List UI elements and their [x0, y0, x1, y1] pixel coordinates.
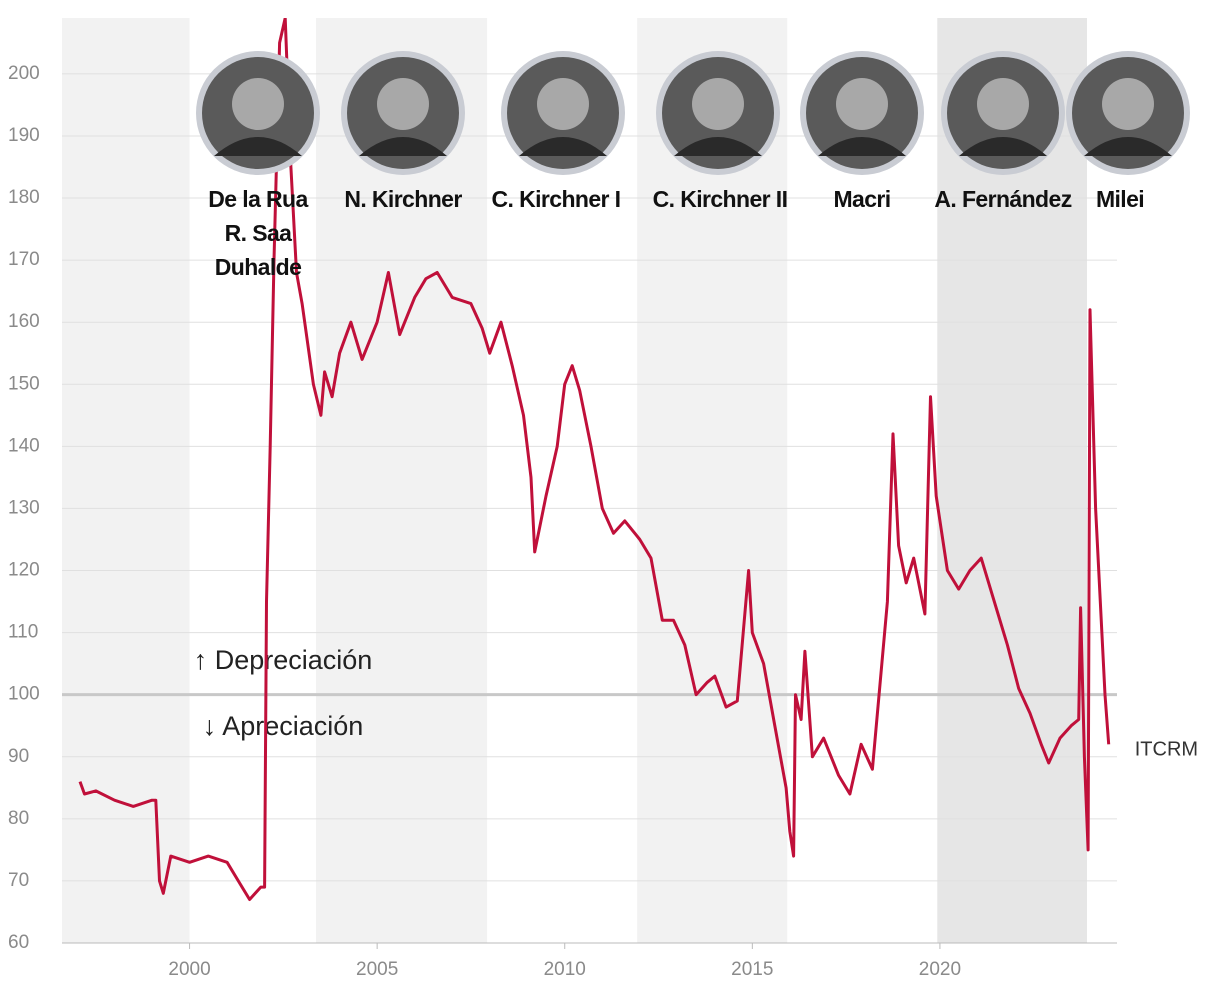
president-label: De la Rua: [208, 186, 308, 212]
portrait-face: [377, 78, 429, 130]
y-tick-label: 190: [8, 125, 40, 146]
y-tick-label: 180: [8, 187, 40, 208]
y-tick-label: 130: [8, 497, 40, 518]
portrait-face: [692, 78, 744, 130]
appreciation-label: ↓ Apreciación: [203, 711, 364, 741]
y-tick-label: 110: [8, 622, 38, 643]
x-tick-label: 2020: [919, 959, 961, 980]
president-label: Milei: [1096, 186, 1144, 212]
portrait-face: [1102, 78, 1154, 130]
y-tick-label: 80: [8, 808, 29, 829]
portrait-body: [214, 137, 302, 156]
x-tick-label: 2010: [544, 959, 586, 980]
portrait-face: [537, 78, 589, 130]
series-line: [78, 18, 1111, 901]
y-tick-label: 170: [8, 249, 40, 270]
president-label: A. Fernández: [934, 186, 1071, 212]
x-tick-label: 2000: [168, 959, 210, 980]
portrait-body: [359, 137, 447, 156]
president-label: Macri: [833, 186, 890, 212]
portrait-body: [818, 137, 906, 156]
president-label: R. Saa: [225, 220, 293, 246]
portrait-body: [519, 137, 607, 156]
depreciation-label: ↑ Depreciación: [194, 645, 373, 675]
y-tick-label: 150: [8, 373, 40, 394]
y-tick-label: 120: [8, 560, 40, 581]
portrait-body: [1084, 137, 1172, 156]
y-tick-label: 100: [8, 684, 40, 705]
president-label: C. Kirchner II: [653, 186, 788, 212]
portrait-face: [232, 78, 284, 130]
portrait-face: [977, 78, 1029, 130]
y-tick-label: 70: [8, 870, 29, 891]
president-label: N. Kirchner: [344, 186, 462, 212]
y-tick-label: 140: [8, 435, 40, 456]
president-label: C. Kirchner I: [492, 186, 621, 212]
y-tick-label: 200: [8, 63, 40, 84]
y-tick-label: 90: [8, 746, 29, 767]
x-tick-label: 2015: [731, 959, 773, 980]
president-label: Duhalde: [215, 254, 302, 280]
series-label: ITCRM: [1135, 739, 1198, 761]
portrait-body: [674, 137, 762, 156]
y-tick-label: 60: [8, 932, 29, 953]
portrait-body: [959, 137, 1047, 156]
y-tick-label: 160: [8, 311, 40, 332]
portrait-face: [836, 78, 888, 130]
x-tick-label: 2005: [356, 959, 398, 980]
